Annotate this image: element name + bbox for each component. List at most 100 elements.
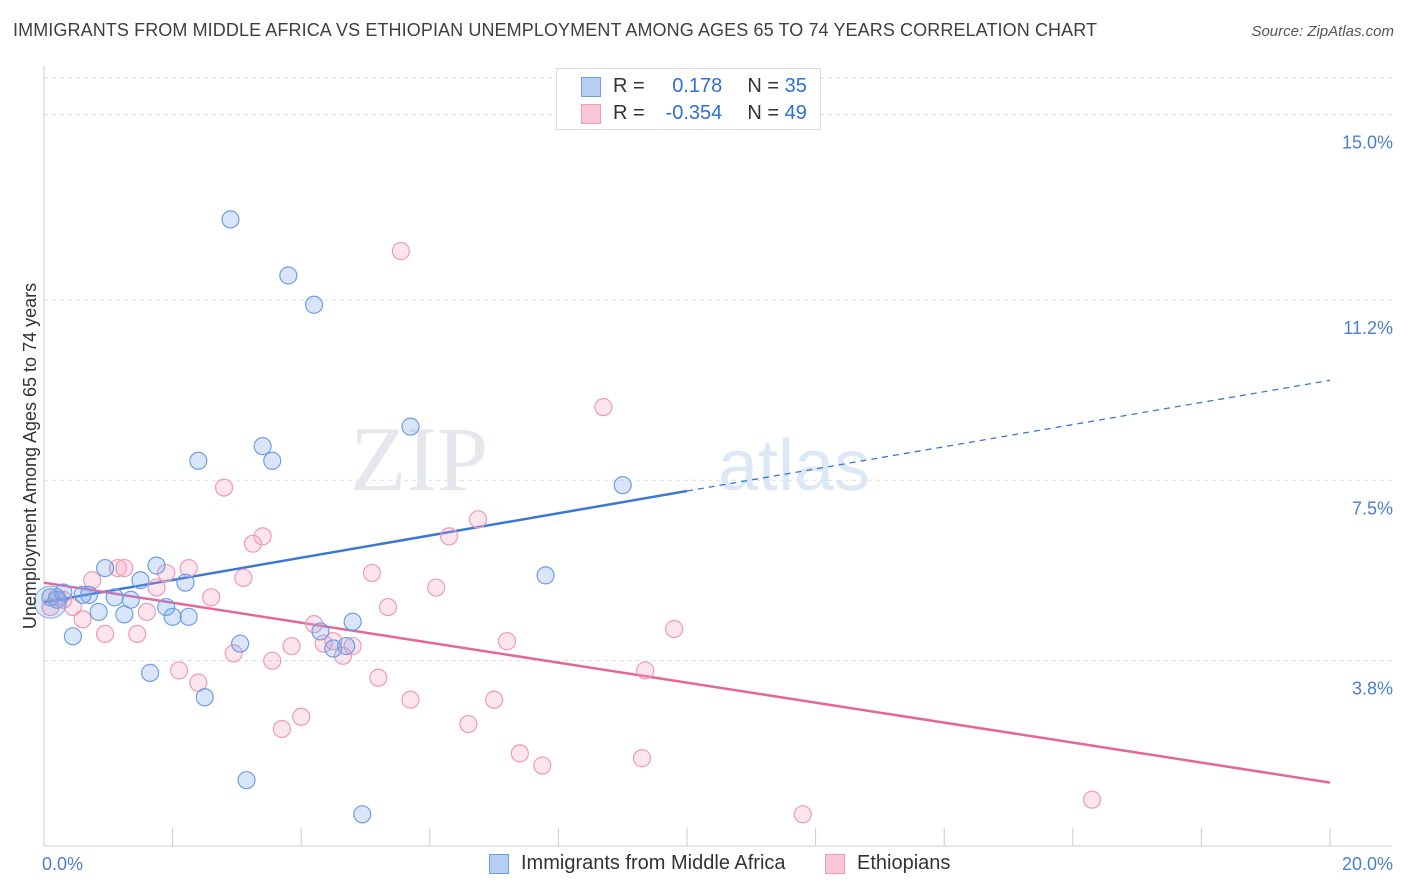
data-point-middle-africa	[163, 607, 182, 626]
data-point-ethiopians	[632, 749, 652, 768]
data-point-ethiopians	[108, 558, 128, 578]
data-point-ethiopians	[369, 668, 388, 687]
data-point-middle-africa	[95, 558, 115, 578]
data-point-ethiopians	[459, 714, 478, 734]
data-point-ethiopians	[391, 242, 410, 261]
data-point-middle-africa	[79, 585, 99, 604]
data-point-ethiopians	[179, 558, 198, 578]
data-point-ethiopians	[202, 588, 221, 607]
pink-swatch	[581, 104, 601, 124]
data-point-ethiopians	[147, 578, 166, 597]
data-point-ethiopians	[427, 578, 446, 597]
data-point-middle-africa	[47, 590, 66, 609]
data-point-middle-africa	[253, 437, 272, 456]
y-tick-label: 11.2%	[1343, 318, 1393, 338]
legend-label-pink: Ethiopians	[857, 852, 951, 874]
trend-line-middle-africa-projection	[686, 379, 1331, 492]
data-point-ethiopians	[224, 644, 243, 663]
data-point-ethiopians	[1082, 790, 1102, 809]
legend-label-blue: Immigrants from Middle Africa	[521, 852, 786, 874]
data-point-ethiopians	[636, 661, 655, 680]
data-point-ethiopians	[128, 624, 147, 643]
pink-swatch	[825, 854, 845, 874]
data-point-middle-africa	[221, 210, 240, 229]
data-point-middle-africa	[279, 266, 298, 285]
data-point-middle-africa	[89, 602, 108, 622]
data-point-ethiopians	[665, 619, 684, 639]
data-point-ethiopians	[263, 651, 282, 670]
data-point-middle-africa	[131, 571, 150, 590]
r-value-pink: -0.354	[665, 102, 723, 124]
n-value-pink: 49	[784, 102, 807, 124]
data-point-middle-africa	[231, 634, 250, 653]
x-tick-label: 0.0%	[42, 854, 83, 874]
data-point-middle-africa	[147, 556, 166, 575]
watermark-atlas: atlas	[718, 426, 870, 506]
data-point-middle-africa	[237, 771, 256, 790]
data-point-middle-africa	[121, 590, 140, 609]
data-point-middle-africa	[311, 622, 330, 641]
data-point-ethiopians	[169, 661, 189, 680]
blue-swatch	[581, 77, 601, 97]
data-points	[33, 210, 1102, 824]
data-point-ethiopians	[234, 568, 253, 587]
data-point-middle-africa	[337, 636, 356, 656]
data-point-ethiopians	[73, 610, 92, 629]
data-point-ethiopians	[497, 632, 517, 651]
trend-line-ethiopians	[43, 581, 1331, 784]
y-tick-label: 7.5%	[1352, 498, 1393, 518]
blue-swatch	[489, 854, 509, 874]
data-point-middle-africa	[401, 417, 420, 436]
data-point-ethiopians	[95, 624, 115, 643]
data-point-ethiopians	[378, 597, 398, 617]
n-value-blue: 35	[784, 75, 807, 97]
y-tick-label: 3.8%	[1352, 679, 1393, 699]
data-point-middle-africa	[195, 688, 214, 707]
data-point-middle-africa	[140, 663, 160, 682]
r-label: R =	[613, 75, 645, 97]
n-label: N =	[747, 102, 780, 124]
data-point-ethiopians	[485, 690, 504, 709]
data-point-ethiopians	[304, 615, 324, 634]
data-point-middle-africa	[105, 588, 124, 607]
data-point-ethiopians	[533, 756, 552, 775]
data-point-ethiopians	[115, 558, 134, 578]
data-point-middle-africa	[189, 451, 208, 470]
data-point-ethiopians	[243, 534, 263, 553]
data-point-middle-africa	[179, 607, 198, 626]
data-point-middle-africa	[353, 805, 372, 824]
data-point-ethiopians	[333, 646, 353, 665]
data-point-ethiopians	[63, 597, 83, 617]
data-point-ethiopians	[468, 510, 488, 529]
r-value-blue: 0.178	[672, 75, 723, 97]
data-point-ethiopians	[439, 527, 459, 546]
data-point-middle-africa	[157, 597, 176, 617]
data-point-ethiopians	[214, 478, 234, 497]
data-point-ethiopians	[83, 571, 102, 590]
data-point-middle-africa	[176, 573, 195, 592]
data-point-ethiopians	[272, 719, 292, 739]
data-point-ethiopians	[510, 744, 529, 763]
chart-title: IMMIGRANTS FROM MIDDLE AFRICA VS ETHIOPI…	[13, 20, 1098, 40]
correlation-legend: R = 0.178 N = 35 R = -0.354 N = 49	[556, 68, 821, 130]
data-point-ethiopians	[282, 636, 301, 656]
data-point-middle-africa	[63, 627, 83, 646]
series-legend: Immigrants from Middle Africa Ethiopians	[0, 852, 1406, 878]
data-point-middle-africa	[343, 612, 362, 631]
x-tick-label: 20.0%	[1342, 854, 1393, 874]
r-label: R =	[613, 102, 645, 124]
y-axis-title: Unemployment Among Ages 65 to 74 years	[20, 283, 40, 629]
data-point-ethiopians	[362, 563, 382, 583]
source-label: Source: ZipAtlas.com	[1251, 23, 1394, 40]
data-point-ethiopians	[157, 563, 176, 583]
data-point-middle-africa	[33, 585, 68, 619]
data-point-middle-africa	[73, 585, 92, 604]
data-point-ethiopians	[793, 805, 812, 824]
data-point-middle-africa	[613, 476, 632, 495]
tick-labels: 3.8% 7.5% 11.2% 15.0% 0.0% 20.0%	[42, 133, 1393, 874]
data-point-ethiopians	[401, 690, 420, 709]
n-label: N =	[747, 75, 780, 97]
data-point-ethiopians	[137, 602, 156, 622]
axes	[43, 66, 1392, 847]
